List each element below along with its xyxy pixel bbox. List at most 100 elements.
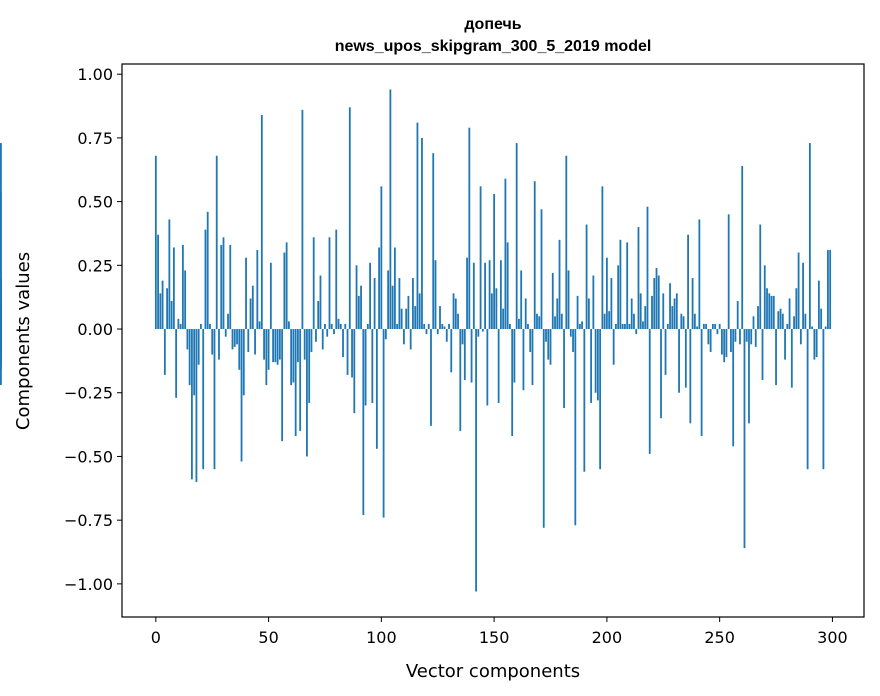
bar-230 bbox=[673, 298, 676, 330]
bar-80 bbox=[335, 229, 338, 330]
bar-series bbox=[0, 89, 832, 592]
bar-243 bbox=[702, 323, 705, 330]
bar-256 bbox=[732, 329, 735, 447]
bar-8 bbox=[172, 247, 175, 330]
bar-93 bbox=[364, 329, 367, 406]
bar-169 bbox=[536, 313, 538, 330]
bar-260 bbox=[741, 165, 744, 330]
x-tick-label: 100 bbox=[366, 628, 397, 647]
bar-276 bbox=[777, 311, 780, 330]
bar-138 bbox=[466, 257, 468, 330]
bar-47 bbox=[260, 114, 263, 330]
bar-182 bbox=[565, 155, 568, 330]
bar-174 bbox=[547, 329, 550, 360]
bar-294 bbox=[817, 280, 820, 330]
bar-74 bbox=[321, 329, 324, 350]
bar-140 bbox=[470, 329, 473, 383]
bar-234 bbox=[682, 316, 685, 330]
bar-146 bbox=[484, 262, 486, 330]
bar-314 bbox=[0, 278, 2, 330]
bar-284 bbox=[795, 288, 798, 330]
bar-164 bbox=[524, 298, 527, 330]
bar-201 bbox=[608, 311, 611, 330]
bar-131 bbox=[450, 329, 453, 373]
bar-56 bbox=[281, 329, 284, 442]
bar-170 bbox=[538, 316, 541, 330]
bar-153 bbox=[499, 260, 502, 330]
bar-120 bbox=[425, 329, 428, 335]
bar-5 bbox=[166, 288, 168, 330]
bar-298 bbox=[827, 250, 829, 330]
bar-9 bbox=[175, 329, 178, 398]
bar-73 bbox=[319, 275, 322, 330]
bar-239 bbox=[693, 313, 696, 330]
bar-265 bbox=[752, 316, 755, 330]
bar-145 bbox=[481, 329, 484, 332]
bar-218 bbox=[646, 206, 649, 330]
bar-100 bbox=[380, 186, 383, 330]
bar-209 bbox=[626, 242, 629, 330]
bar-12 bbox=[181, 244, 184, 330]
bar-247 bbox=[711, 323, 714, 330]
bar-149 bbox=[490, 293, 493, 330]
bar-26 bbox=[213, 329, 216, 470]
bar-210 bbox=[628, 323, 631, 330]
bar-85 bbox=[346, 329, 349, 375]
bar-67 bbox=[306, 329, 308, 457]
bar-162 bbox=[520, 270, 523, 330]
bar-115 bbox=[414, 306, 417, 330]
bar-154 bbox=[502, 308, 505, 330]
bar-68 bbox=[308, 329, 311, 403]
bar-83 bbox=[342, 329, 344, 358]
bar-130 bbox=[448, 323, 450, 330]
bar-134 bbox=[457, 313, 459, 330]
bar-33 bbox=[229, 244, 232, 330]
bar-203 bbox=[612, 329, 615, 365]
bar-42 bbox=[249, 298, 252, 330]
y-tick-label: 0.50 bbox=[77, 193, 113, 212]
bar-191 bbox=[585, 224, 588, 330]
bar-98 bbox=[375, 329, 378, 449]
bar-185 bbox=[572, 329, 574, 352]
bar-155 bbox=[504, 178, 507, 330]
bar-148 bbox=[488, 260, 491, 330]
bar-279 bbox=[784, 329, 786, 360]
bar-135 bbox=[459, 329, 462, 431]
bar-290 bbox=[808, 143, 811, 330]
bar-212 bbox=[633, 313, 635, 330]
bar-238 bbox=[691, 278, 694, 330]
bar-25 bbox=[211, 329, 214, 355]
bar-157 bbox=[509, 323, 511, 330]
bar-186 bbox=[574, 329, 577, 526]
bar-178 bbox=[556, 298, 559, 330]
bar-30 bbox=[222, 237, 225, 330]
bar-273 bbox=[770, 295, 773, 330]
bar-249 bbox=[716, 329, 719, 335]
bar-168 bbox=[533, 181, 536, 330]
bar-216 bbox=[642, 321, 644, 330]
bar-312 bbox=[0, 143, 2, 330]
bar-48 bbox=[263, 329, 265, 360]
bar-228 bbox=[669, 283, 671, 330]
y-tick-label: 0.00 bbox=[77, 320, 113, 339]
y-tick-label: −1.00 bbox=[64, 575, 113, 594]
bar-172 bbox=[542, 329, 545, 528]
bar-89 bbox=[355, 265, 358, 330]
bar-96 bbox=[371, 329, 374, 403]
bar-20 bbox=[200, 323, 202, 330]
bar-244 bbox=[705, 323, 708, 330]
bar-124 bbox=[434, 260, 437, 330]
bar-292 bbox=[813, 329, 816, 360]
bar-197 bbox=[599, 329, 602, 470]
bar-225 bbox=[662, 293, 665, 330]
bar-272 bbox=[768, 293, 771, 330]
bar-77 bbox=[328, 237, 331, 330]
bar-15 bbox=[188, 329, 191, 386]
x-axis-label: Vector components bbox=[406, 661, 580, 682]
bar-119 bbox=[423, 323, 426, 330]
bar-198 bbox=[601, 186, 604, 330]
bar-226 bbox=[664, 329, 667, 375]
bar-132 bbox=[452, 293, 455, 330]
y-tick-label: 1.00 bbox=[77, 65, 113, 84]
